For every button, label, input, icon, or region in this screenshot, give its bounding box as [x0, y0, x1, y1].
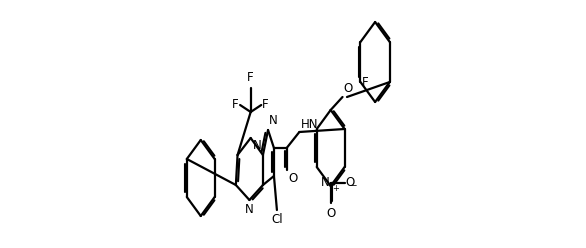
Text: F: F — [231, 98, 238, 112]
Text: N: N — [321, 177, 330, 189]
Text: O: O — [326, 207, 335, 220]
Text: Cl: Cl — [271, 213, 282, 226]
Text: −: − — [349, 180, 357, 189]
Text: N: N — [269, 114, 278, 127]
Text: F: F — [247, 71, 254, 84]
Text: O: O — [346, 177, 355, 189]
Text: F: F — [263, 98, 269, 112]
Text: +: + — [332, 184, 339, 193]
Text: O: O — [288, 172, 297, 186]
Text: F: F — [362, 75, 369, 89]
Text: N: N — [245, 203, 254, 216]
Text: N: N — [253, 139, 262, 152]
Text: HN: HN — [301, 118, 318, 131]
Text: O: O — [344, 82, 353, 94]
